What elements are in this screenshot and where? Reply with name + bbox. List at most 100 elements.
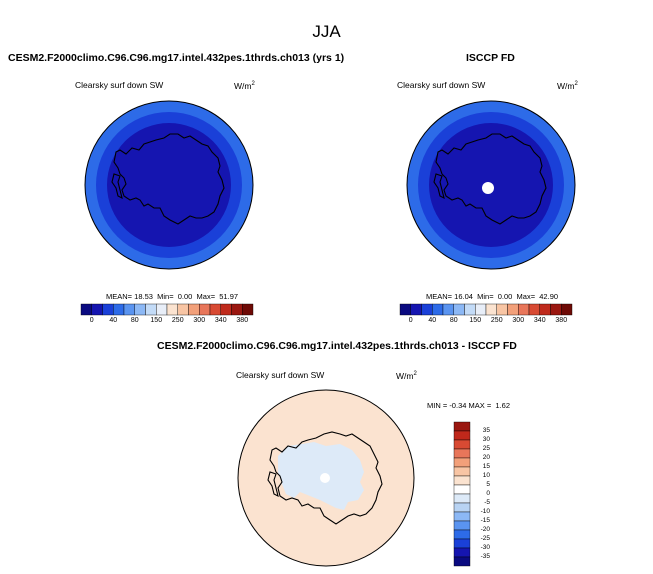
colorbar-swatch [156,303,168,316]
colorbar-swatch [453,547,471,558]
colorbar-swatch [399,303,411,316]
obs-pole-missing-data [482,182,494,194]
colorbar-swatch [453,511,471,522]
colorbar-swatch [442,303,454,316]
colorbar-swatch [145,303,157,316]
colorbar-tick-label: 150 [469,317,482,324]
colorbar-swatch [421,303,433,316]
colorbar-swatch [453,529,471,540]
colorbar-tick-label: 80 [130,317,139,324]
colorbar-tick-label: 150 [150,317,163,324]
obs-stats: MEAN= 16.04 Min= 0.00 Max= 42.90 [426,292,559,301]
colorbar-tick-label: 0 [408,317,413,324]
colorbar-swatch [453,439,471,450]
colorbar-swatch [91,303,103,316]
obs-colorbar-ticks: 0 40 80 150 250 300 340 380 [389,317,589,327]
colorbar-swatch [453,448,471,459]
colorbar-tick-label: 5 [486,481,490,488]
colorbar-swatch [432,303,444,316]
colorbar-tick-label: 0 [89,317,94,324]
colorbar-tick-label: 250 [490,317,503,324]
colorbar-swatch [561,303,573,316]
colorbar-tick-label: 300 [193,317,206,324]
colorbar-tick-label: 30 [482,436,490,443]
colorbar-swatch [166,303,178,316]
model-antarctica-coastline [111,133,225,225]
colorbar-tick-label: 340 [533,317,546,324]
colorbar-swatch [453,556,471,567]
colorbar-swatch [453,520,471,531]
colorbar-swatch [507,303,519,316]
model-panel-title: CESM2.F2000climo.C96.C96.mg17.intel.432p… [8,52,345,64]
colorbar-tick-label: 380 [236,317,249,324]
obs-panel-title: ISCCP FD [466,52,515,64]
model-colorbar-ticks: 0 40 80 150 250 300 340 380 [70,317,270,327]
colorbar-swatch [177,303,189,316]
colorbar-swatch [453,475,471,486]
colorbar-swatch [113,303,125,316]
model-inner-field [107,123,231,247]
diff-polar-map [237,389,415,567]
colorbar-tick-label: -15 [480,517,490,524]
colorbar-tick-label: 0 [486,490,490,497]
colorbar-tick-label: 300 [512,317,525,324]
colorbar-swatch [485,303,497,316]
colorbar-swatch [80,303,92,316]
colorbar-tick-label: 40 [428,317,437,324]
colorbar-swatch [231,303,243,316]
colorbar-tick-label: 15 [482,463,490,470]
diff-units-label: W/m2 [396,371,417,381]
obs-variable-label: Clearsky surf down SW [397,80,486,90]
colorbar-tick-label: 40 [109,317,118,324]
colorbar-swatch [518,303,530,316]
diff-panel-title: CESM2.F2000climo.C96.C96.mg17.intel.432p… [157,340,517,352]
colorbar-tick-label: -35 [480,553,490,560]
obs-antarctica-coastline [433,133,547,225]
colorbar-swatch [453,484,471,495]
colorbar-tick-label: -25 [480,535,490,542]
colorbar-swatch [475,303,487,316]
colorbar-swatch [410,303,422,316]
colorbar-swatch [453,421,471,432]
colorbar-swatch [242,303,254,316]
colorbar-tick-label: -5 [484,499,490,506]
diff-colorbar [453,421,471,567]
model-variable-label: Clearsky surf down SW [75,80,164,90]
colorbar-tick-label: 340 [214,317,227,324]
figure-season-title: JJA [312,22,341,41]
colorbar-swatch [453,303,465,316]
colorbar-tick-label: 35 [482,427,490,434]
diff-pole-missing-data [320,473,330,483]
model-units-label: W/m2 [234,81,255,91]
colorbar-swatch [209,303,221,316]
colorbar-swatch [550,303,562,316]
colorbar-swatch [539,303,551,316]
colorbar-swatch [496,303,508,316]
colorbar-swatch [453,457,471,468]
colorbar-tick-label: -30 [480,544,490,551]
colorbar-tick-label: 20 [482,454,490,461]
colorbar-swatch [453,502,471,513]
colorbar-swatch [102,303,114,316]
colorbar-swatch [528,303,540,316]
colorbar-swatch [220,303,232,316]
obs-colorbar [399,303,573,316]
colorbar-swatch [199,303,211,316]
diff-colorbar-ticks: 35 30 25 20 15 10 5 0 -5 -10 -15 -20 -25 -30 -35 [472,422,496,566]
colorbar-swatch [134,303,146,316]
model-colorbar [80,303,254,316]
colorbar-tick-label: 10 [482,472,490,479]
model-polar-map [84,100,254,270]
model-stats: MEAN= 18.53 Min= 0.00 Max= 51.97 [106,292,239,301]
colorbar-swatch [464,303,476,316]
obs-units-label: W/m2 [557,81,578,91]
colorbar-tick-label: 250 [171,317,184,324]
colorbar-tick-label: -10 [480,508,490,515]
colorbar-swatch [123,303,135,316]
colorbar-swatch [453,466,471,477]
diff-stats: MIN = -0.34 MAX = 1.62 [427,401,511,410]
colorbar-swatch [453,493,471,504]
colorbar-swatch [453,430,471,441]
colorbar-tick-label: -20 [480,526,490,533]
colorbar-tick-label: 380 [555,317,568,324]
